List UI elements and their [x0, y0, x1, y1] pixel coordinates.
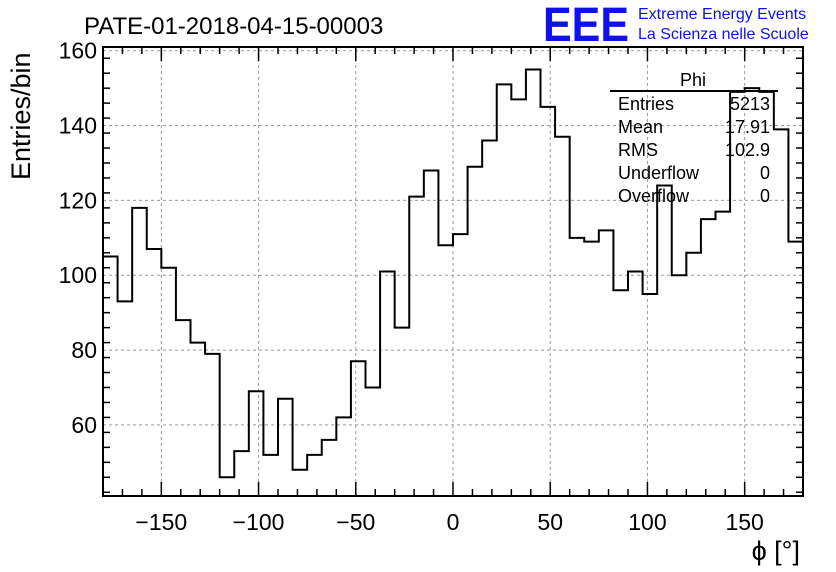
x-tick-label: −100 — [233, 509, 285, 535]
y-tick-label: 60 — [71, 412, 97, 438]
stats-value: 0 — [760, 186, 770, 206]
stats-value: 5213 — [730, 94, 770, 114]
stats-value: 17.91 — [725, 117, 770, 137]
stats-label: Mean — [618, 117, 663, 137]
x-tick-label: 150 — [725, 509, 763, 535]
y-tick-labels: 60 80 100 120 140 160 — [59, 38, 97, 438]
y-tick-label: 120 — [59, 187, 97, 213]
y-axis-label: Entries/bin — [6, 52, 36, 180]
y-tick-label: 100 — [59, 262, 97, 288]
axis-ticks — [103, 47, 804, 496]
stats-value: 102.9 — [725, 140, 770, 160]
x-axis-label: ϕ [°] — [752, 536, 800, 566]
x-tick-label: 50 — [537, 509, 563, 535]
logo-text: EEE — [543, 0, 629, 52]
logo-line-2: La Scienza nelle Scuole — [638, 26, 809, 43]
x-tick-label: −150 — [135, 509, 187, 535]
stats-label: Overflow — [618, 186, 690, 206]
stats-box: Phi Entries 5213 Mean 17.91 RMS 102.9 Underflo… — [610, 70, 778, 206]
histogram-series — [103, 68, 803, 479]
chart-title: PATE-01-2018-04-15-00003 — [84, 13, 383, 40]
stats-value: 0 — [760, 163, 770, 183]
x-tick-label: 0 — [447, 509, 460, 535]
x-tick-labels: −150 −100 −50 0 50 100 150 — [135, 509, 763, 535]
plot-frame — [102, 46, 804, 497]
x-tick-label: −50 — [336, 509, 375, 535]
stats-label: RMS — [618, 140, 658, 160]
x-tick-label: 100 — [628, 509, 666, 535]
eee-logo: EEE Extreme Energy Events La Scienza nel… — [543, 0, 809, 52]
stats-label: Entries — [618, 94, 674, 114]
stats-box-title: Phi — [680, 70, 706, 90]
y-tick-label: 80 — [71, 337, 97, 363]
logo-line-1: Extreme Energy Events — [638, 6, 806, 23]
grid-lines — [103, 47, 803, 496]
stats-label: Underflow — [618, 163, 700, 183]
y-tick-label: 140 — [59, 113, 97, 139]
y-tick-label: 160 — [59, 38, 97, 64]
